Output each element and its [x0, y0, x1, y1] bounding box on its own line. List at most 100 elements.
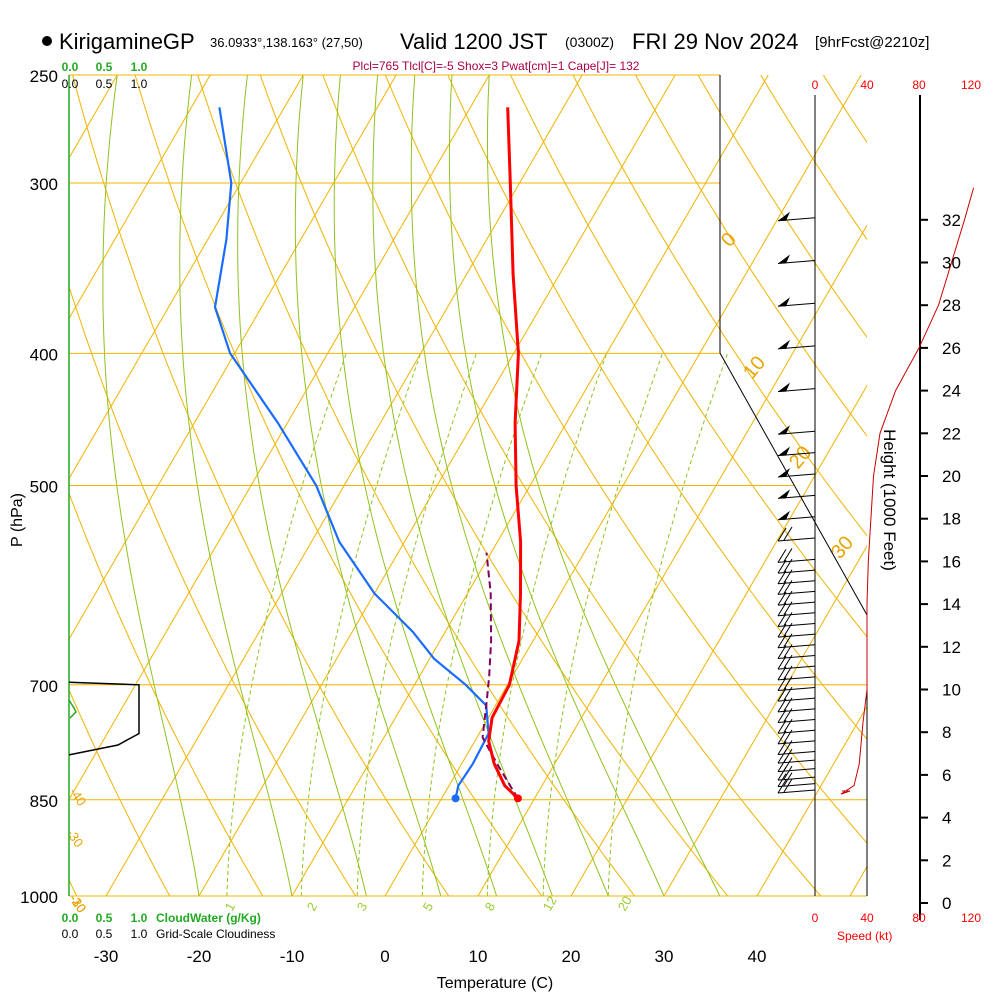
height-tick-label: 2 — [942, 851, 951, 870]
valid-zulu: (0300Z) — [565, 34, 614, 50]
dry-adiabat-line — [822, 75, 867, 144]
pressure-tick-label: 700 — [30, 677, 58, 696]
dry-adiabat-line — [69, 688, 171, 896]
wind-barb-flag — [778, 468, 790, 477]
isotherm-line — [756, 705, 867, 896]
wind-barb-staff — [777, 622, 816, 627]
speed-tick-bottom: 40 — [860, 911, 874, 925]
isotherm-label: 30 — [827, 532, 858, 563]
pressure-tick-label: 250 — [30, 67, 58, 86]
height-tick-label: 32 — [942, 211, 961, 230]
wind-barb-feather — [777, 549, 787, 563]
height-tick-label: 20 — [942, 467, 961, 486]
height-tick-label: 16 — [942, 552, 961, 571]
temperature-line — [487, 107, 523, 800]
wind-barb-feather — [777, 527, 787, 542]
pressure-tick-label: 850 — [30, 792, 58, 811]
cloudiness-scale-top: 1.0 — [131, 77, 148, 91]
dry-adiabat-line — [447, 75, 867, 740]
x-tick-label: 10 — [469, 947, 488, 966]
wind-barb-flag — [778, 510, 790, 520]
wind-barb-staff — [777, 601, 816, 606]
wind-barb-staff — [777, 590, 816, 595]
dry-adiabat-line — [572, 75, 867, 537]
isotherm-line — [198, 75, 676, 896]
wind-barb-staff — [777, 580, 816, 585]
dewpoint-line — [213, 107, 490, 799]
pressure-tick-label: 1000 — [20, 888, 58, 907]
height-tick-label: 8 — [942, 723, 951, 742]
speed-tick-bottom: 0 — [812, 911, 819, 925]
wind-barb — [777, 211, 816, 222]
surface-dewpoint-marker — [451, 794, 460, 803]
speed-tick-bottom: 80 — [912, 911, 926, 925]
x-tick-label: -20 — [187, 947, 212, 966]
pressure-tick-label: 300 — [30, 175, 58, 194]
speed-tick-top: 40 — [860, 78, 874, 92]
wind-barb-feather — [783, 765, 793, 780]
wind-barbs — [777, 211, 816, 794]
isotherm-line — [291, 75, 769, 896]
station-coords: 36.0933°,138.163° (27,50) — [210, 35, 363, 50]
moist-adiabat-line — [294, 75, 442, 896]
isotherm-line — [384, 75, 862, 896]
height-tick-label: 18 — [942, 510, 961, 529]
height-tick-label: 28 — [942, 296, 961, 315]
wind-barb-staff — [777, 776, 816, 781]
dry-adiabat-line — [635, 75, 867, 437]
stability-indices: Plcl=765 Tlcl[C]=-5 Shox=3 Pwat[cm]=1 Ca… — [353, 59, 640, 73]
wind-barb — [777, 254, 816, 264]
isotherm-line — [69, 75, 397, 641]
wind-barb-staff — [777, 697, 816, 702]
x-axis-label: Temperature (C) — [437, 975, 553, 992]
cloud-scale-bottom: 0.0 — [62, 911, 79, 925]
height-tick-label: 14 — [942, 595, 961, 614]
cloudiness-scale-bottom: 0.0 — [62, 927, 79, 941]
station-name: KirigamineGP — [59, 29, 195, 54]
mixing-ratio-label: 3 — [354, 900, 371, 914]
cloud-scale-top: 0.0 — [62, 60, 79, 74]
isotherm-line — [105, 75, 583, 896]
cloudwater-line — [68, 699, 77, 719]
mixing-ratio-line — [300, 353, 422, 896]
wind-barb-staff — [777, 633, 816, 638]
cloud-scale-top: 0.5 — [96, 60, 113, 74]
cloudiness-scale-top: 0.5 — [96, 77, 113, 91]
dry-adiabat-line — [69, 492, 264, 896]
cloud-scale-bottom: 1.0 — [131, 911, 148, 925]
frame-edge — [719, 352, 868, 616]
isotherm-line — [570, 384, 867, 896]
wind-barb — [777, 748, 816, 764]
pressure-tick-label: 400 — [30, 345, 58, 364]
moist-adiabat-line — [448, 75, 665, 896]
mixing-ratio-line — [356, 353, 477, 896]
wind-barb-flag — [778, 339, 790, 349]
mixing-ratio-label: 8 — [482, 900, 499, 914]
isotherm-line — [663, 545, 867, 896]
x-tick-label: -10 — [280, 947, 305, 966]
wind-barb — [777, 526, 816, 542]
wind-barb — [777, 510, 816, 521]
right-y-axis-label: Height (1000 Feet) — [880, 429, 899, 571]
wind-barb-staff — [777, 708, 816, 713]
height-tick-label: 4 — [942, 809, 951, 828]
mixing-ratio-label: 12 — [540, 893, 560, 913]
x-tick-label: 30 — [655, 947, 674, 966]
wind-barb-staff — [777, 569, 816, 574]
dry-adiabat-line — [72, 75, 450, 896]
height-tick-label: 0 — [942, 894, 951, 913]
axes: -30 -20 -10 0 10 20 30 402503004005007008501000… — [20, 60, 981, 966]
wind-barb — [777, 339, 816, 350]
dry-adiabat-line — [697, 75, 867, 339]
height-tick-label: 6 — [942, 766, 951, 785]
valid-date: FRI 29 Nov 2024 — [632, 29, 798, 54]
wind-barb-staff — [777, 612, 816, 617]
moist-adiabat-line — [486, 75, 721, 896]
height-tick-label: 26 — [942, 339, 961, 358]
wind-barb-feather — [783, 526, 793, 541]
moist-adiabat-line — [237, 75, 367, 896]
plot-frame — [68, 75, 921, 920]
isotherm-label: 10 — [739, 352, 770, 383]
wind-barb-flag — [778, 382, 790, 392]
